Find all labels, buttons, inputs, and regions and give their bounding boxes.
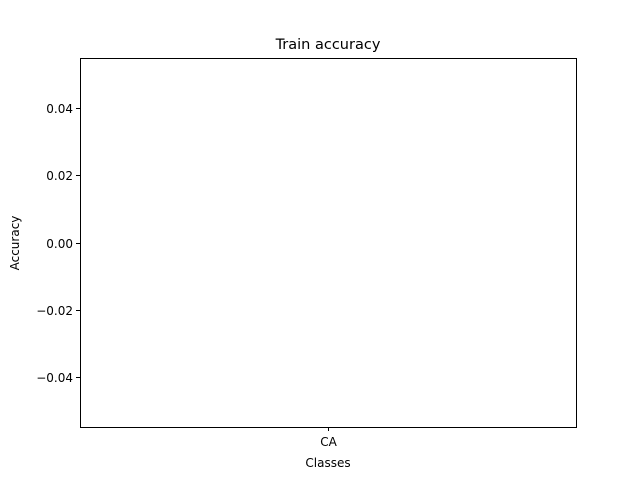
chart-title: Train accuracy (275, 37, 381, 53)
plot-area (80, 58, 576, 427)
x-axis-label: Classes (305, 456, 350, 470)
y-tick-label: 0.02 (46, 169, 73, 183)
y-tick-label: 0.04 (46, 102, 73, 116)
plot-frame (80, 58, 577, 428)
x-tick-label: CA (320, 435, 337, 449)
y-tick-label: 0.00 (46, 237, 73, 251)
y-tick-label: −0.02 (36, 304, 73, 318)
y-axis-label: Accuracy (8, 216, 22, 271)
y-ticks: 0.04 0.02 0.00 −0.02 −0.04 (36, 102, 80, 385)
y-tick-label: −0.04 (36, 371, 73, 385)
